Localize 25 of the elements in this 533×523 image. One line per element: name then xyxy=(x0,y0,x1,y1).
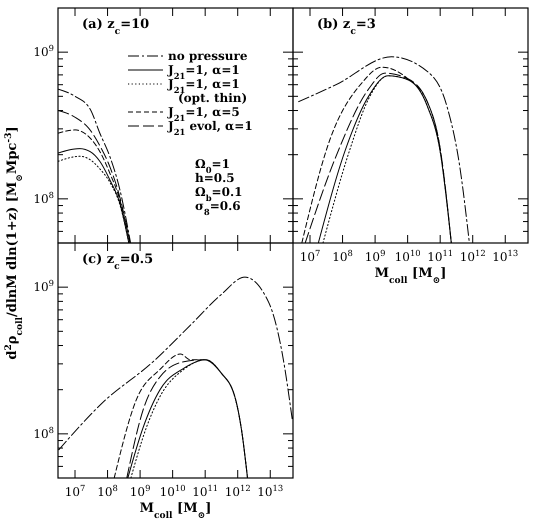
x-tick-label: 10$^{12}$ xyxy=(460,248,486,264)
x-tick-label: 10$^{13}$ xyxy=(492,248,518,264)
x-tick-label: 10$^{11}$ xyxy=(192,483,218,499)
y-tick-label: 10$^{9}$ xyxy=(33,278,54,294)
x-tick-label: 10$^{13}$ xyxy=(257,483,284,499)
legend-label: no pressure xyxy=(168,49,248,63)
x-tick-label: 10$^{12}$ xyxy=(224,483,251,499)
annotation: (b) z$_{c}$=3 xyxy=(317,17,376,36)
annotation: (a) z$_{c}$=10 xyxy=(82,17,150,36)
x-tick-label: 10$^{10}$ xyxy=(394,248,421,264)
x-tick-label: 10$^{8}$ xyxy=(97,483,118,499)
x-tick-label: 10$^{7}$ xyxy=(64,483,86,499)
x-tick-label: 10$^{11}$ xyxy=(427,248,454,264)
x-axis-title: M$_{coll}$ [M$_{⊙}$] xyxy=(374,266,446,286)
x-tick-label: 10$^{8}$ xyxy=(332,248,353,264)
x-axis-title: M$_{coll}$ [M$_{⊙}$] xyxy=(140,501,212,520)
y-tick-label: 10$^{8}$ xyxy=(33,424,54,441)
x-tick-label: 10$^{9}$ xyxy=(364,248,386,264)
x-tick-label: 10$^{9}$ xyxy=(130,483,150,499)
x-tick-label: 10$^{10}$ xyxy=(160,483,186,499)
y-tick-label: 10$^{8}$ xyxy=(33,190,54,206)
annotation: h=0.5 xyxy=(195,171,235,185)
x-tick-label: 10$^{7}$ xyxy=(300,248,320,264)
y-tick-label: 10$^{9}$ xyxy=(33,43,54,60)
annotation: (c) z$_{c}$=0.5 xyxy=(82,252,154,272)
